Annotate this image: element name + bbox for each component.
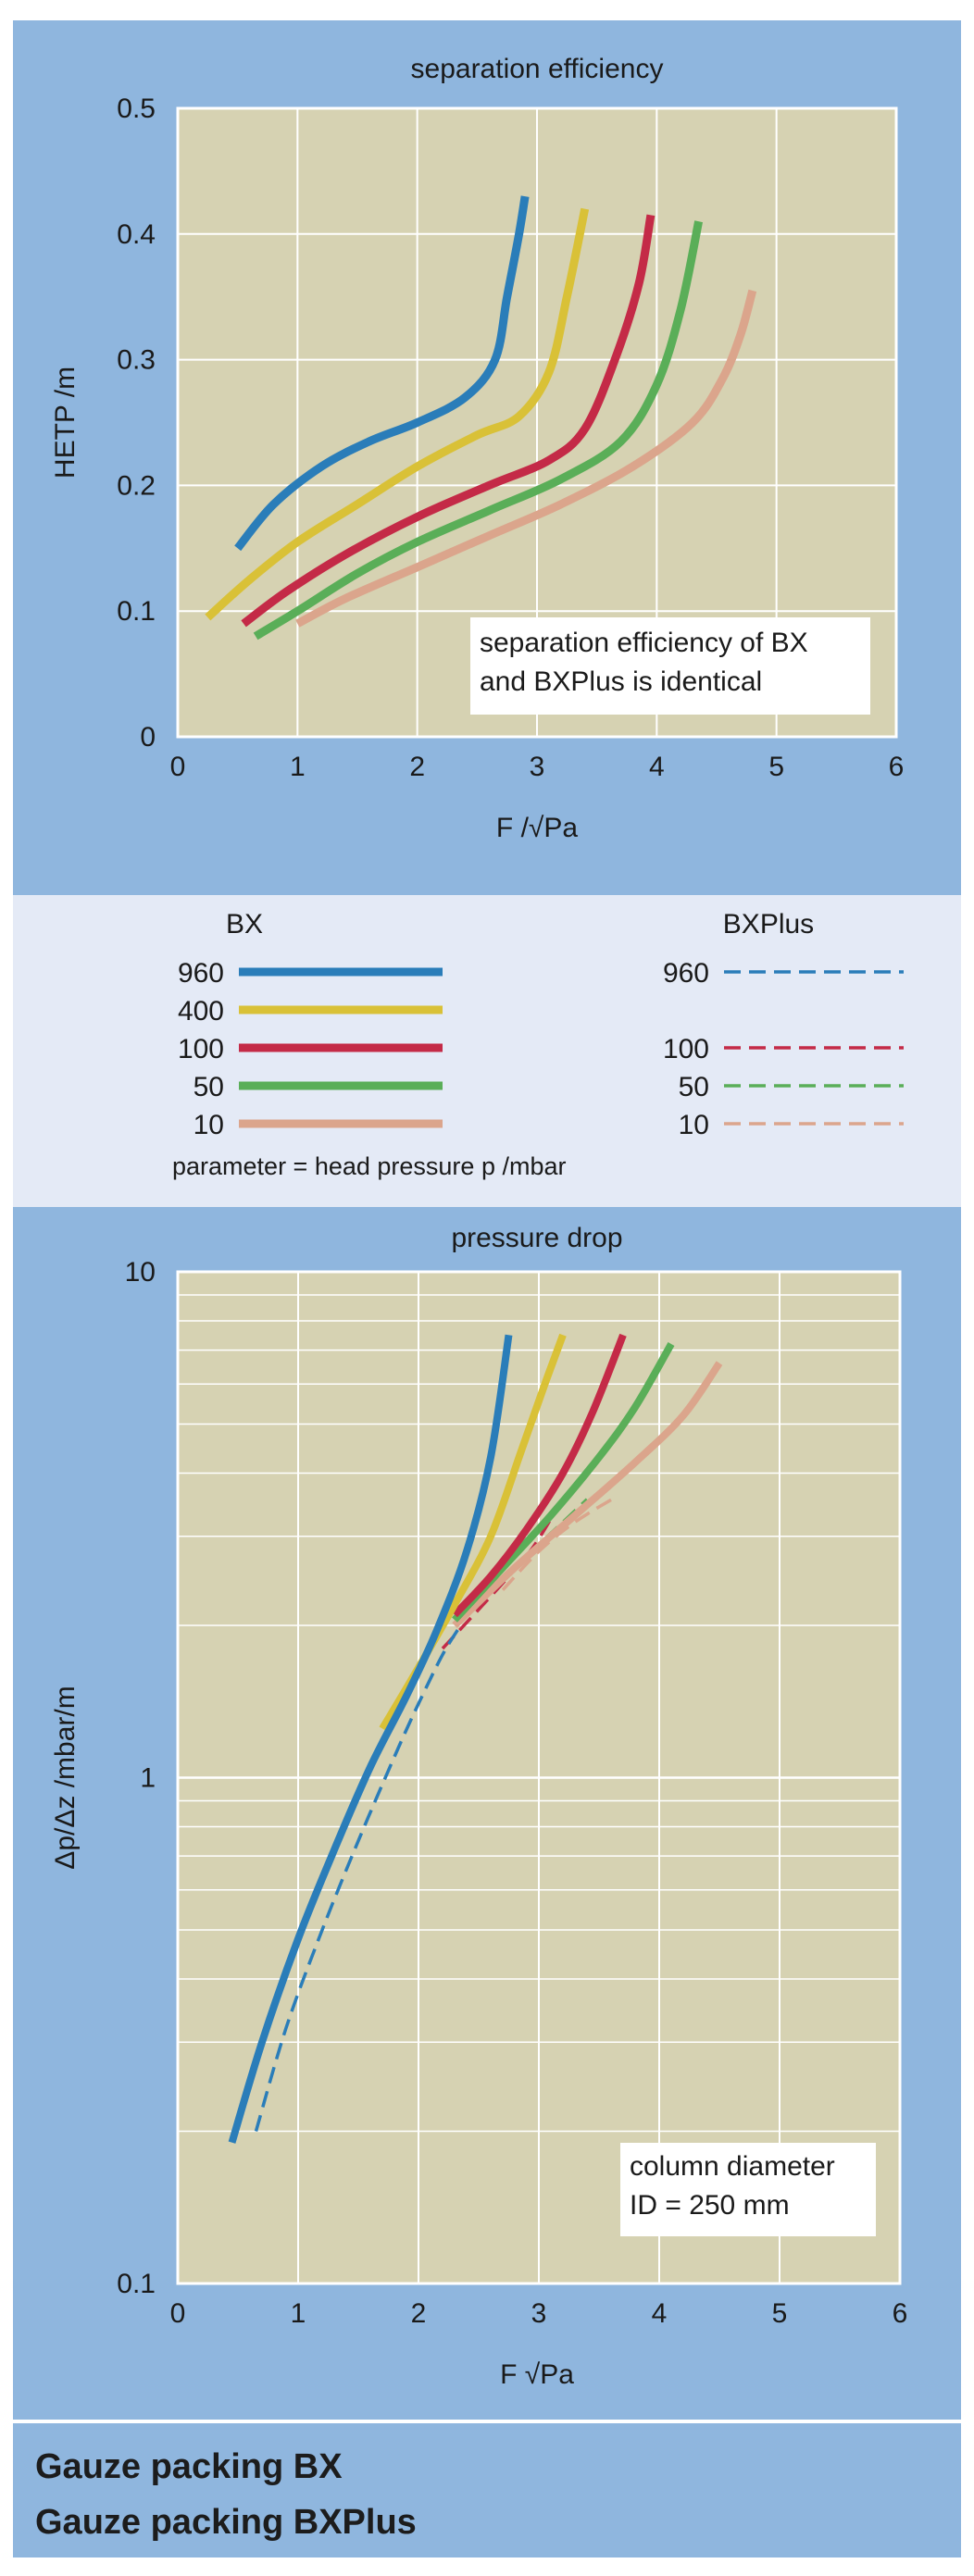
gridlines (178, 1272, 900, 2284)
y-tick-label: 10 (125, 1257, 156, 1288)
legend-bx-label-10: 10 (194, 1110, 224, 1140)
legend-bx-label-50: 50 (194, 1072, 224, 1102)
series-line-400 (205, 207, 590, 621)
y-tick-label: 0.1 (117, 2269, 156, 2299)
series-line-bx-100 (452, 1333, 627, 1618)
legend-bxplus-label-960: 960 (663, 958, 709, 989)
x-tick-label: 0 (170, 2298, 186, 2329)
annotation-line-1: column diameter (630, 2151, 835, 2182)
legend-bx-header: BX (226, 909, 263, 940)
x-tick-label: 2 (409, 752, 425, 782)
x-tick-label: 2 (411, 2298, 427, 2329)
y-tick-label: 0.4 (117, 219, 156, 250)
footer-title-bxplus: Gauze packing BXPlus (35, 2503, 417, 2542)
legend-bxplus-label-10: 10 (679, 1110, 709, 1140)
separation-efficiency-panel: separation efficiency 0 1 2 3 4 5 6 0 0.1 0.2 0.3 0.… (13, 20, 961, 895)
chart-title: pressure drop (451, 1223, 622, 1253)
legend-bxplus-header: BXPlus (723, 909, 814, 940)
y-axis-label: HETP /m (50, 367, 81, 479)
plot-border (176, 106, 898, 739)
legend-bxplus-label-100: 100 (663, 1034, 709, 1064)
chart-title: separation efficiency (411, 54, 664, 84)
footer: Gauze packing BX Gauze packing BXPlus (13, 2423, 961, 2557)
y-tick-label: 0.3 (117, 345, 156, 376)
legend-panel: BX BXPlus 960 400 100 50 10 960 100 50 10 parameter… (13, 895, 961, 1207)
series-line-10 (295, 289, 757, 628)
x-tick-label: 6 (889, 752, 905, 782)
legend: BX BXPlus 960 400 100 50 10 960 100 50 10 parameter… (172, 909, 904, 1180)
x-tick-label: 4 (652, 2298, 668, 2329)
series-line-100 (241, 214, 656, 628)
x-tick-label: 5 (772, 2298, 788, 2329)
series-line-50 (253, 220, 704, 641)
x-tick-label: 1 (290, 752, 306, 782)
x-tick-label: 1 (291, 2298, 306, 2329)
legend-bxplus-label-50: 50 (679, 1072, 709, 1102)
annotation-line-2: ID = 250 mm (630, 2190, 790, 2221)
y-axis-label: Δp/Δz /mbar/m (50, 1686, 81, 1869)
x-axis-label: F /√Pa (496, 813, 578, 843)
x-tick-label: 3 (530, 752, 545, 782)
legend-parameter-note: parameter = head pressure p /mbar (172, 1152, 566, 1180)
series-line-bxplus-100 (441, 1508, 558, 1650)
x-tick-label: 0 (170, 752, 186, 782)
series-line-960 (234, 195, 530, 552)
separation-efficiency-chart: separation efficiency 0 1 2 3 4 5 6 0 0.1 0.2 0.3 0.… (50, 54, 905, 843)
y-tick-label: 0.5 (117, 93, 156, 124)
footer-title-bx: Gauze packing BX (35, 2447, 343, 2486)
series-line-bxplus-960 (254, 1624, 462, 2132)
legend-bx-label-960: 960 (178, 958, 224, 989)
series-line-bx-10 (452, 1361, 723, 1628)
x-tick-label: 5 (768, 752, 784, 782)
x-tick-label: 3 (531, 2298, 547, 2329)
x-axis-label: F √Pa (500, 2359, 574, 2390)
y-tick-label: 0 (140, 722, 156, 753)
y-tick-label: 0.1 (117, 596, 156, 627)
annotation-background (470, 617, 870, 715)
pressure-drop-chart: pressure drop 0 1 2 3 4 5 6 0.1 1 10 F √Pa Δp/Δz /mb… (50, 1223, 908, 2390)
annotation-box: separation efficiency of BX and BXPlus is… (470, 617, 870, 715)
series-line-bx-960 (228, 1334, 513, 2144)
pressure-drop-panel: pressure drop 0 1 2 3 4 5 6 0.1 1 10 F √Pa Δp/Δz /mb… (13, 1207, 961, 2420)
annotation-line-1: separation efficiency of BX (480, 628, 808, 658)
annotation-box: column diameter ID = 250 mm (620, 2143, 876, 2236)
legend-bx-label-400: 400 (178, 996, 224, 1027)
annotation-line-2: and BXPlus is identical (480, 666, 762, 697)
x-tick-label: 4 (649, 752, 665, 782)
plot-border (176, 1270, 902, 2285)
legend-bx-label-100: 100 (178, 1034, 224, 1064)
y-tick-label: 0.2 (117, 470, 156, 501)
y-tick-label: 1 (140, 1763, 156, 1794)
annotation-background (620, 2143, 876, 2236)
x-tick-label: 6 (893, 2298, 908, 2329)
